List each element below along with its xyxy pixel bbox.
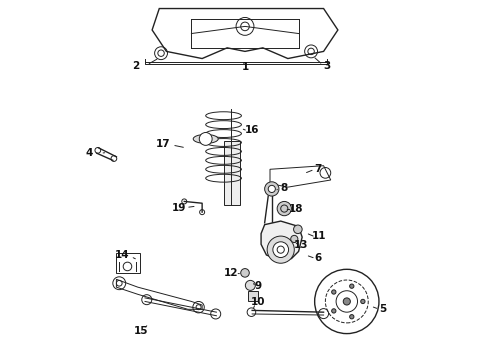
- Circle shape: [332, 309, 336, 313]
- Bar: [248, 292, 258, 301]
- Text: 14: 14: [115, 250, 129, 260]
- Text: 6: 6: [314, 253, 321, 263]
- Circle shape: [199, 132, 212, 145]
- Text: 5: 5: [379, 304, 387, 314]
- Ellipse shape: [193, 134, 218, 143]
- Circle shape: [265, 182, 279, 196]
- Text: 17: 17: [156, 139, 171, 149]
- Text: 10: 10: [250, 297, 265, 307]
- Circle shape: [267, 236, 294, 263]
- Text: 11: 11: [311, 231, 326, 242]
- Text: 8: 8: [280, 183, 287, 193]
- Text: 15: 15: [134, 326, 148, 336]
- Polygon shape: [152, 9, 338, 59]
- Text: 3: 3: [323, 62, 331, 71]
- Circle shape: [361, 299, 365, 303]
- Text: 1: 1: [242, 62, 248, 72]
- Text: 2: 2: [132, 62, 140, 71]
- Bar: [117, 253, 140, 273]
- Circle shape: [343, 298, 350, 305]
- Polygon shape: [117, 279, 202, 309]
- Text: 4: 4: [86, 148, 93, 158]
- Circle shape: [291, 235, 298, 243]
- Circle shape: [245, 280, 255, 291]
- Text: 18: 18: [289, 204, 303, 214]
- Circle shape: [294, 225, 302, 234]
- Text: 19: 19: [172, 203, 186, 212]
- Circle shape: [350, 284, 354, 288]
- Circle shape: [277, 202, 292, 216]
- Circle shape: [268, 185, 275, 193]
- Text: 7: 7: [315, 163, 322, 174]
- Polygon shape: [270, 166, 331, 187]
- Circle shape: [241, 269, 249, 277]
- Text: 13: 13: [294, 240, 308, 250]
- Circle shape: [332, 290, 336, 294]
- Circle shape: [350, 315, 354, 319]
- Circle shape: [273, 242, 289, 257]
- Text: 16: 16: [245, 125, 259, 135]
- Text: 9: 9: [254, 281, 262, 291]
- Bar: [223, 141, 240, 205]
- Text: 12: 12: [224, 268, 239, 278]
- Polygon shape: [261, 221, 302, 260]
